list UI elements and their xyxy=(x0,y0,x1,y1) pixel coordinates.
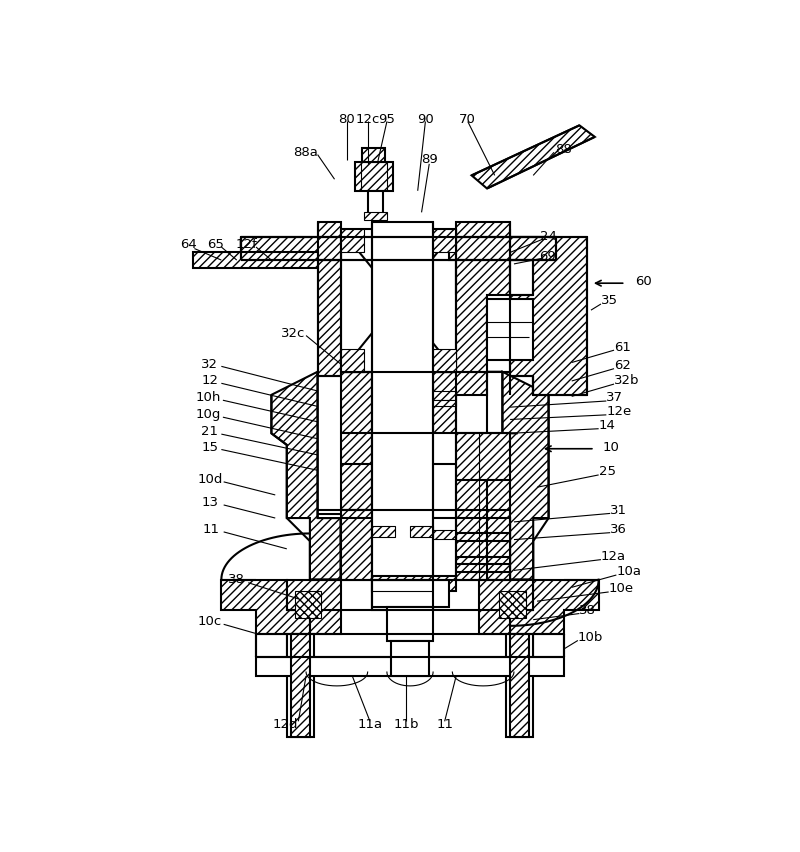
Bar xyxy=(433,400,456,406)
Polygon shape xyxy=(472,125,594,188)
Text: 12: 12 xyxy=(202,375,218,388)
Polygon shape xyxy=(354,162,393,191)
Polygon shape xyxy=(456,434,510,579)
Text: 88: 88 xyxy=(556,143,572,157)
Bar xyxy=(498,591,526,619)
Text: 12f: 12f xyxy=(236,239,258,251)
Text: 11: 11 xyxy=(436,718,453,731)
Bar xyxy=(341,229,364,252)
Text: 38: 38 xyxy=(579,604,596,617)
Text: 64: 64 xyxy=(180,239,197,251)
Polygon shape xyxy=(433,371,456,434)
Bar xyxy=(364,212,387,220)
Text: 65: 65 xyxy=(207,239,224,251)
Text: 88a: 88a xyxy=(294,146,318,158)
Bar xyxy=(487,298,534,360)
Text: 95: 95 xyxy=(378,112,395,126)
Bar xyxy=(290,634,310,738)
Bar xyxy=(371,222,433,610)
Bar xyxy=(433,348,456,371)
Polygon shape xyxy=(433,371,487,394)
Bar xyxy=(368,191,383,214)
Bar xyxy=(371,579,449,607)
Text: 11: 11 xyxy=(203,523,220,536)
Polygon shape xyxy=(456,222,510,376)
Bar xyxy=(371,526,394,538)
Bar xyxy=(433,229,456,252)
Text: 25: 25 xyxy=(598,465,616,478)
Polygon shape xyxy=(271,371,341,579)
Text: 37: 37 xyxy=(606,391,623,405)
Text: 10c: 10c xyxy=(198,615,222,629)
Bar xyxy=(371,576,456,591)
Text: 60: 60 xyxy=(636,275,652,288)
Text: 32: 32 xyxy=(202,358,218,371)
Polygon shape xyxy=(287,579,341,634)
Text: 61: 61 xyxy=(614,341,631,354)
Bar xyxy=(433,530,456,538)
Bar xyxy=(287,634,314,738)
Bar xyxy=(256,657,564,676)
Polygon shape xyxy=(341,510,371,579)
Text: 69: 69 xyxy=(538,250,555,262)
Polygon shape xyxy=(241,237,341,260)
Bar xyxy=(341,348,364,371)
Polygon shape xyxy=(222,579,310,657)
Text: 12a: 12a xyxy=(601,550,626,563)
Bar xyxy=(410,526,433,538)
Text: 11b: 11b xyxy=(394,718,419,731)
Text: 15: 15 xyxy=(202,440,218,454)
Text: 70: 70 xyxy=(459,112,476,126)
Bar xyxy=(433,391,456,400)
Text: 10b: 10b xyxy=(578,630,603,644)
Bar xyxy=(506,634,534,738)
Bar xyxy=(193,252,318,268)
Text: 21: 21 xyxy=(202,425,218,438)
Polygon shape xyxy=(510,237,587,394)
Text: 10: 10 xyxy=(602,440,619,454)
Text: 32b: 32b xyxy=(614,375,639,388)
Text: 12c: 12c xyxy=(355,112,380,126)
Polygon shape xyxy=(479,579,534,634)
Text: 10d: 10d xyxy=(197,473,222,486)
Text: 12d: 12d xyxy=(273,718,298,731)
Text: 89: 89 xyxy=(421,153,438,166)
Polygon shape xyxy=(510,579,598,657)
Text: 10h: 10h xyxy=(195,391,221,405)
Text: 10e: 10e xyxy=(609,583,634,596)
Text: 14: 14 xyxy=(598,419,615,432)
Polygon shape xyxy=(449,237,556,260)
Text: 31: 31 xyxy=(610,504,627,517)
Bar xyxy=(510,634,530,738)
Polygon shape xyxy=(341,371,371,510)
Text: 11a: 11a xyxy=(358,718,382,731)
Text: 62: 62 xyxy=(614,359,631,372)
Polygon shape xyxy=(318,222,341,376)
Bar xyxy=(362,148,386,162)
Bar xyxy=(387,607,433,642)
Polygon shape xyxy=(487,371,549,579)
Bar xyxy=(294,591,322,619)
Text: 24: 24 xyxy=(540,231,557,244)
Bar xyxy=(390,642,430,676)
Text: 35: 35 xyxy=(601,295,618,308)
Text: 10g: 10g xyxy=(195,408,221,422)
Text: 80: 80 xyxy=(338,112,355,126)
Text: 38: 38 xyxy=(228,573,245,586)
Text: 36: 36 xyxy=(610,523,627,536)
Text: 32c: 32c xyxy=(281,326,305,340)
Text: 13: 13 xyxy=(202,496,218,509)
Text: 10a: 10a xyxy=(616,566,642,579)
Text: 90: 90 xyxy=(417,112,434,126)
Text: 12e: 12e xyxy=(606,406,632,418)
